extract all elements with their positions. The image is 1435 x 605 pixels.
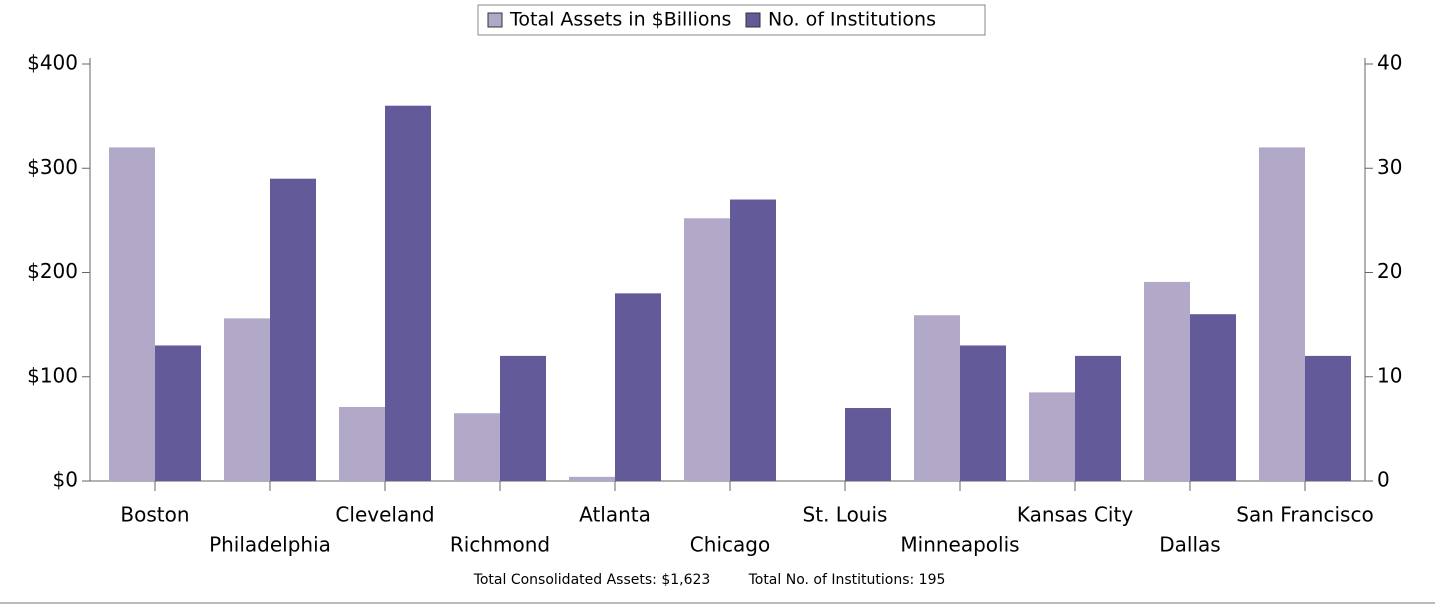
bar xyxy=(684,218,730,482)
bar xyxy=(615,293,661,481)
x-tick-label: Dallas xyxy=(1159,533,1220,557)
bar xyxy=(454,413,500,481)
y-tick-label: $400 xyxy=(27,51,78,75)
bar xyxy=(500,355,546,481)
bar xyxy=(730,199,776,481)
x-tick-label: Philadelphia xyxy=(209,533,331,557)
y2-tick-label: 20 xyxy=(1377,259,1402,283)
legend-swatch xyxy=(745,12,761,28)
bar xyxy=(270,178,316,482)
bar xyxy=(569,476,615,481)
legend-box xyxy=(477,4,986,36)
bar xyxy=(1144,281,1190,481)
y-tick-label: $200 xyxy=(27,259,78,283)
annotation: Total No. of Institutions: 195 xyxy=(748,572,946,588)
bar xyxy=(1029,392,1075,481)
bar xyxy=(109,147,155,481)
y-tick-label: $0 xyxy=(53,468,78,492)
y2-tick-label: 40 xyxy=(1377,51,1402,75)
x-tick-label: Chicago xyxy=(690,533,770,557)
x-tick-label: Kansas City xyxy=(1017,503,1134,527)
annotation: Total Consolidated Assets: $1,623 xyxy=(473,572,711,588)
bar xyxy=(224,318,270,481)
bar xyxy=(914,315,960,481)
x-tick-label: Atlanta xyxy=(579,503,651,527)
x-tick-label: Cleveland xyxy=(335,503,434,527)
bar xyxy=(1259,147,1305,481)
bar xyxy=(339,406,385,481)
bar xyxy=(960,345,1006,481)
legend-swatch xyxy=(487,12,503,28)
y2-tick-label: 0 xyxy=(1377,468,1390,492)
x-tick-label: San Francisco xyxy=(1236,503,1373,527)
x-tick-label: Minneapolis xyxy=(900,533,1019,557)
bar xyxy=(1075,355,1121,481)
bar xyxy=(155,345,201,481)
bar xyxy=(845,408,891,481)
x-tick-label: Richmond xyxy=(450,533,550,557)
y-tick-label: $100 xyxy=(27,363,78,387)
bar xyxy=(1305,355,1351,481)
y-tick-label: $300 xyxy=(27,155,78,179)
bar xyxy=(1190,314,1236,481)
x-tick-label: Boston xyxy=(120,503,189,527)
y2-tick-label: 30 xyxy=(1377,155,1402,179)
y2-tick-label: 10 xyxy=(1377,363,1402,387)
legend-label: Total Assets in $Billions xyxy=(509,9,731,31)
x-tick-label: St. Louis xyxy=(803,503,888,527)
legend-label: No. of Institutions xyxy=(768,9,936,31)
bar xyxy=(385,105,431,481)
